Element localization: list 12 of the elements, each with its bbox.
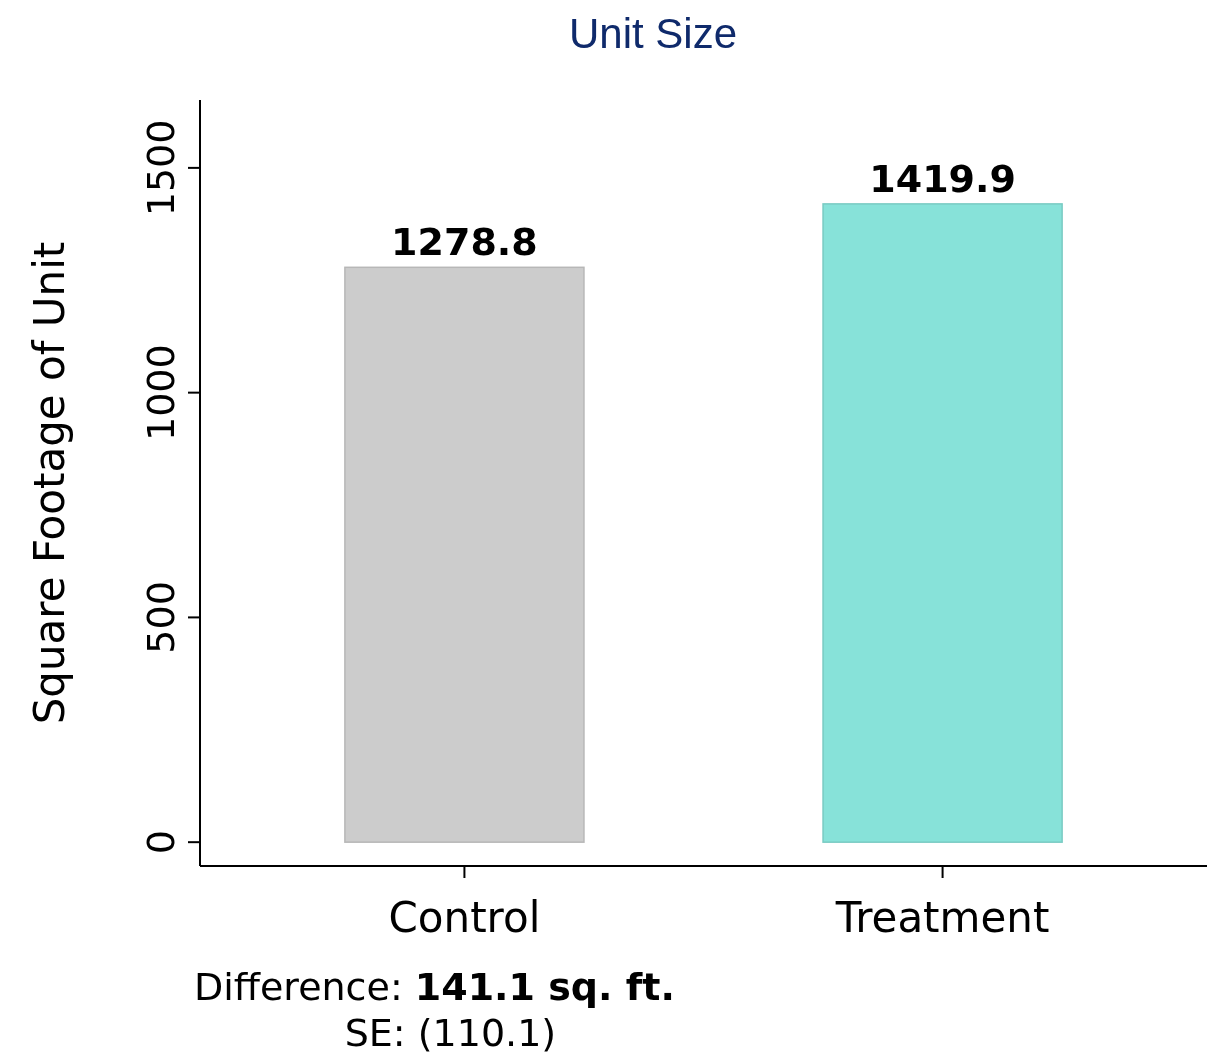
data-label: 1419.9	[869, 156, 1016, 201]
y-tick-label: 500	[139, 581, 183, 654]
y-tick-label: 0	[139, 830, 183, 855]
y-tick-label: 1500	[139, 119, 183, 217]
text: SE: (110.1)	[344, 1011, 557, 1055]
data-label: 1278.8	[391, 220, 538, 265]
x-tick-label: Control	[388, 893, 541, 942]
y-tick-label: 1000	[139, 344, 183, 441]
chart-title: Unit Size	[568, 10, 738, 57]
y-axis-title: Square Footage of Unit	[25, 241, 74, 725]
text: Difference: 141.1 sq. ft.	[194, 965, 675, 1009]
x-tick-label: Treatment	[834, 893, 1050, 942]
